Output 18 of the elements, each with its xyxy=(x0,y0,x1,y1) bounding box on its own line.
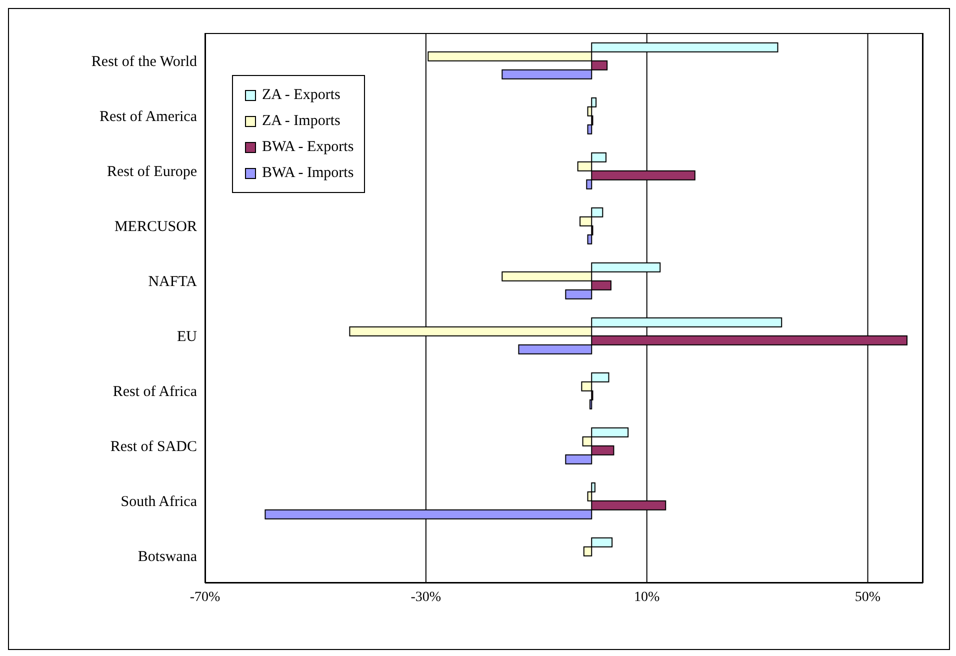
y-tick-label: MERCUSOR xyxy=(114,218,197,235)
x-tick-label: 10% xyxy=(634,590,660,605)
x-tick-label: -30% xyxy=(410,590,442,605)
y-tick-label: South Africa xyxy=(120,494,198,510)
x-tick-label: 50% xyxy=(854,590,881,605)
y-tick-label: Rest of SADC xyxy=(110,438,197,455)
x-tick-label: -70% xyxy=(190,590,220,605)
legend-label: ZA - Exports xyxy=(262,86,340,105)
legend-label: ZA - Imports xyxy=(262,112,340,131)
y-tick-label: Botswana xyxy=(138,548,198,565)
y-tick-label: Rest of America xyxy=(100,108,198,125)
y-tick-label: Rest of Europe xyxy=(107,164,198,180)
y-tick-label: Rest of the World xyxy=(91,54,198,70)
legend-label: BWA - Exports xyxy=(262,138,354,157)
y-tick-label: NAFTA xyxy=(148,274,198,290)
y-tick-label: EU xyxy=(177,328,198,345)
y-tick-label: Rest of Africa xyxy=(112,384,198,400)
legend-label: BWA - Imports xyxy=(262,164,354,183)
